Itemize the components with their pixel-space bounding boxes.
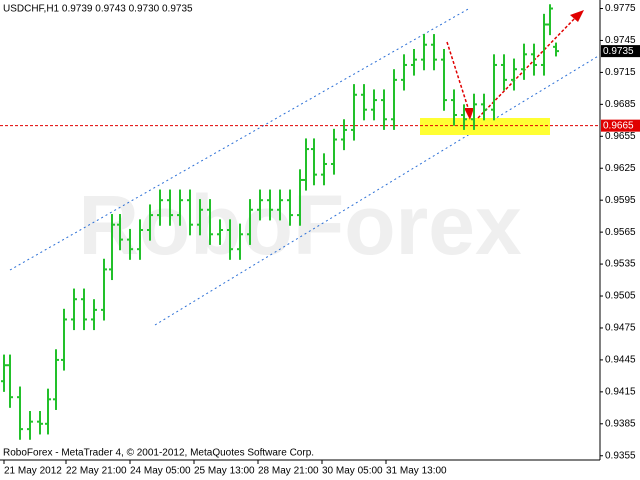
x-tick-label: 21 May 2012 [4, 466, 62, 477]
x-tick-label: 22 May 21:00 [66, 466, 127, 477]
y-tick-label: 0.9475 [605, 323, 636, 334]
x-tick-label: 30 May 05:00 [322, 466, 383, 477]
level-price-box [601, 119, 640, 132]
channel-lower [154, 54, 601, 326]
y-tick-label: 0.9685 [605, 99, 636, 110]
y-tick-label: 0.9775 [605, 3, 636, 14]
bars [1, 4, 559, 440]
support-zone [420, 118, 550, 135]
y-tick-label: 0.9505 [605, 291, 636, 302]
arrow-head [464, 108, 474, 120]
chart-title: USDCHF,H1 0.9739 0.9743 0.9730 0.9735 [3, 4, 193, 15]
channel-upper [9, 7, 471, 271]
y-tick-label: 0.9415 [605, 386, 636, 397]
y-tick-label: 0.9655 [605, 131, 636, 142]
y-tick-label: 0.9745 [605, 35, 636, 46]
x-tick-label: 25 May 13:00 [194, 466, 255, 477]
forecast-arrow-up [477, 15, 578, 119]
footer: RoboForex - MetaTrader 4, © 2001-2012, M… [3, 448, 314, 459]
y-tick-label: 0.9355 [605, 450, 636, 461]
x-tick-label: 28 May 21:00 [258, 466, 319, 477]
current-price-label: 0.9735 [603, 46, 634, 57]
x-tick-label: 31 May 13:00 [386, 466, 447, 477]
analysis-drawings [9, 7, 601, 326]
y-tick-label: 0.9565 [605, 227, 636, 238]
forecast-arrow-down [446, 41, 471, 115]
y-tick-label: 0.9715 [605, 67, 636, 78]
y-tick-label: 0.9625 [605, 163, 636, 174]
current-price-box [601, 45, 640, 58]
y-tick-label: 0.9535 [605, 259, 636, 270]
y-tick-label: 0.9385 [605, 418, 636, 429]
y-tick-label: 0.9595 [605, 195, 636, 206]
arrow-head [570, 10, 584, 22]
y-tick-label: 0.9445 [605, 355, 636, 366]
level-price-label: 0.9665 [603, 120, 634, 131]
x-tick-label: 24 May 05:00 [130, 466, 191, 477]
